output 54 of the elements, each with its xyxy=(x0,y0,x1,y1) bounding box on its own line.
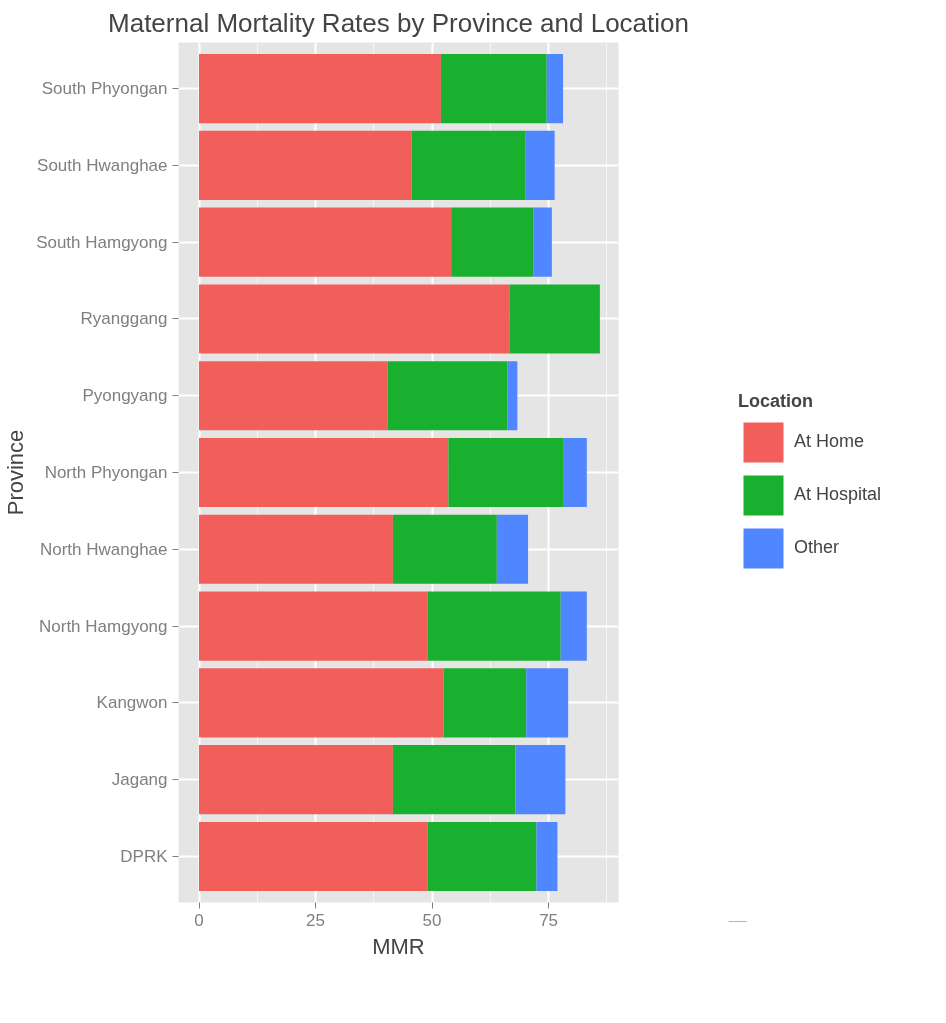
bar xyxy=(451,207,534,277)
x-tick-label: 50 xyxy=(422,910,442,930)
legend-label: At Home xyxy=(794,431,865,452)
bar xyxy=(199,668,444,738)
bar xyxy=(411,130,526,200)
legend-label: Other xyxy=(794,537,840,558)
y-tick-label: North Hwanghae xyxy=(39,539,168,559)
bar xyxy=(533,207,552,277)
x-tick-label: 75 xyxy=(539,910,559,930)
y-tick-label: Pyongyang xyxy=(82,386,168,406)
legend-label: At Hospital xyxy=(794,484,882,505)
bar xyxy=(199,745,393,815)
y-tick-label: North Hamgyong xyxy=(39,616,168,636)
bar xyxy=(507,361,518,431)
bar xyxy=(199,821,428,891)
bar xyxy=(392,745,516,815)
bar xyxy=(387,361,508,431)
bar xyxy=(525,130,555,200)
bar xyxy=(536,821,558,891)
y-tick-label: South Hamgyong xyxy=(36,232,168,252)
chart-title: Maternal Mortality Rates by Province and Location xyxy=(108,7,689,38)
y-tick-label: South Hwanghae xyxy=(37,155,168,175)
y-tick-label: Kangwon xyxy=(96,693,168,713)
y-tick-label: South Phyongan xyxy=(41,79,168,99)
y-tick-label: North Phyongan xyxy=(44,463,168,482)
bar xyxy=(199,361,388,431)
bar xyxy=(448,437,564,508)
bar xyxy=(199,591,428,661)
x-axis-title: MMR xyxy=(372,933,425,959)
bar xyxy=(427,821,537,891)
bar xyxy=(563,437,587,508)
bar xyxy=(199,437,449,508)
y-tick-label: Jagang xyxy=(111,770,168,790)
legend-title: Location xyxy=(738,390,814,412)
bar xyxy=(199,207,452,277)
bar xyxy=(199,284,510,354)
bar xyxy=(199,514,393,584)
bar xyxy=(515,745,566,815)
x-tick-label: 0 xyxy=(194,910,204,930)
bar xyxy=(560,591,587,661)
bar xyxy=(392,514,497,584)
bar xyxy=(199,54,441,124)
bar xyxy=(427,591,561,661)
bar xyxy=(496,514,529,584)
bar xyxy=(509,284,600,354)
bar xyxy=(443,668,527,738)
bar xyxy=(546,54,564,124)
y-tick-label: Ryanggang xyxy=(80,309,168,329)
bar xyxy=(199,130,412,200)
bar xyxy=(526,668,569,738)
bar xyxy=(440,54,547,124)
y-tick-label: DPRK xyxy=(120,846,169,866)
x-tick-label: 25 xyxy=(306,910,325,930)
y-axis-title: Province xyxy=(3,429,29,516)
